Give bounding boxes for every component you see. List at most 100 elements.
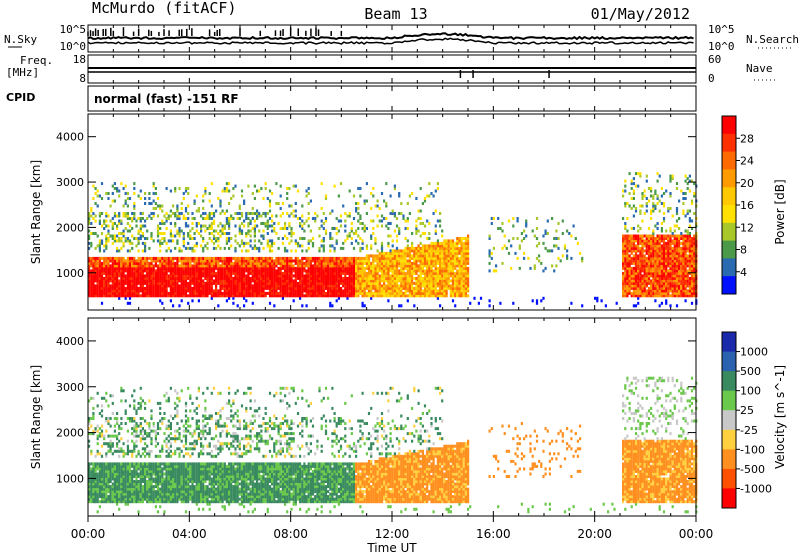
heatmap-cell [430, 294, 433, 298]
heatmap-cell [671, 266, 674, 270]
heatmap-cell [411, 279, 414, 283]
heatmap-cell [417, 244, 420, 248]
heatmap-cell [135, 244, 138, 248]
heatmap-cell [268, 301, 272, 305]
heatmap-cell [286, 284, 289, 288]
heatmap-cell [395, 249, 399, 253]
heatmap-cell [113, 187, 116, 190]
heatmap-cell [245, 279, 248, 283]
heatmap-cell [256, 274, 259, 278]
heatmap-cell [458, 274, 461, 278]
heatmap-cell [415, 286, 418, 290]
heatmap-cell [253, 197, 256, 200]
heatmap-cell [352, 291, 356, 295]
heatmap-cell [288, 286, 291, 290]
heatmap-cell [94, 274, 97, 278]
heatmap-cell [180, 229, 183, 233]
heatmap-cell [126, 289, 129, 293]
heatmap-cell [650, 279, 653, 283]
heatmap-cell [357, 227, 360, 230]
heatmap-cell [210, 212, 213, 215]
heatmap-cell [189, 256, 192, 260]
heatmap-cell [139, 266, 142, 270]
heatmap-cell [163, 289, 166, 293]
heatmap-cell [180, 286, 183, 290]
heatmap-cell [236, 266, 239, 270]
heatmap-cell [105, 289, 108, 293]
heatmap-cell [533, 264, 536, 268]
heatmap-cell [268, 289, 272, 293]
heatmap-cell [632, 227, 635, 230]
heatmap-cell [393, 261, 396, 265]
heatmap-cell [624, 202, 627, 205]
heatmap-cell [380, 251, 384, 255]
heatmap-cell [256, 214, 259, 218]
heatmap-cell [139, 261, 142, 265]
heatmap-cell [264, 261, 267, 265]
heatmap-cell [191, 227, 194, 230]
heatmap-cell [256, 256, 259, 260]
heatmap-cell [217, 276, 220, 280]
heatmap-cell [122, 279, 125, 283]
heatmap-cell [346, 237, 349, 240]
heatmap-cell [103, 256, 106, 260]
heatmap-cell [464, 251, 467, 255]
heatmap-cell [249, 269, 252, 273]
heatmap-cell [212, 256, 216, 260]
heatmap-cell [236, 256, 239, 260]
heatmap-cell [626, 246, 629, 250]
heatmap-cell [501, 229, 504, 233]
heatmap-cell [141, 224, 144, 228]
heatmap-cell [647, 264, 651, 268]
heatmap-cell [90, 281, 93, 285]
heatmap-cell [385, 254, 388, 258]
heatmap-cell [645, 249, 648, 253]
heatmap-cell [395, 234, 399, 238]
heatmap-cell [645, 244, 648, 248]
heatmap-cell [232, 301, 235, 305]
heatmap-cell [632, 189, 635, 193]
heatmap-cell [135, 289, 138, 293]
heatmap-cell [187, 204, 190, 208]
heatmap-cell [439, 244, 442, 248]
heatmap-cell [380, 294, 384, 298]
heatmap-cell [400, 274, 403, 278]
heatmap-cell [219, 234, 222, 238]
heatmap-cell [107, 197, 110, 200]
heatmap-cell [374, 294, 377, 298]
heatmap-cell [262, 259, 265, 263]
heatmap-cell [639, 276, 642, 280]
heatmap-cell [152, 184, 155, 188]
heatmap-cell [411, 284, 414, 288]
heatmap-cell [107, 256, 110, 260]
heatmap-cell [307, 264, 310, 268]
heatmap-cell [230, 197, 233, 200]
heatmap-cell [380, 276, 384, 280]
heatmap-cell [395, 271, 399, 275]
heatmap-cell [417, 269, 420, 273]
heatmap-cell [100, 264, 104, 268]
heatmap-cell [111, 264, 114, 268]
heatmap-cell [202, 212, 205, 215]
heatmap-cell [458, 271, 461, 275]
heatmap-cell [415, 219, 418, 223]
heatmap-cell [350, 222, 353, 225]
heatmap-cell [367, 276, 371, 280]
heatmap-cell [658, 291, 661, 295]
heatmap-cell [260, 279, 263, 283]
heatmap-cell [118, 261, 121, 265]
heatmap-cell [678, 246, 681, 250]
heatmap-cell [391, 254, 394, 258]
heatmap-cell [639, 227, 642, 230]
heatmap-cell [94, 187, 97, 190]
heatmap-cell [161, 301, 164, 305]
heatmap-cell [152, 286, 155, 290]
heatmap-cell [634, 249, 638, 253]
heatmap-cell [421, 202, 424, 205]
heatmap-cell [92, 264, 95, 268]
heatmap-cell [294, 259, 297, 263]
heatmap-cell [439, 266, 442, 270]
heatmap-cell [243, 256, 246, 260]
heatmap-cell [103, 266, 106, 270]
heatmap-cell [346, 284, 349, 288]
